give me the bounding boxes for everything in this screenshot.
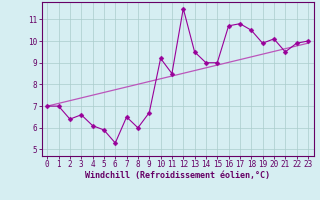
X-axis label: Windchill (Refroidissement éolien,°C): Windchill (Refroidissement éolien,°C) (85, 171, 270, 180)
